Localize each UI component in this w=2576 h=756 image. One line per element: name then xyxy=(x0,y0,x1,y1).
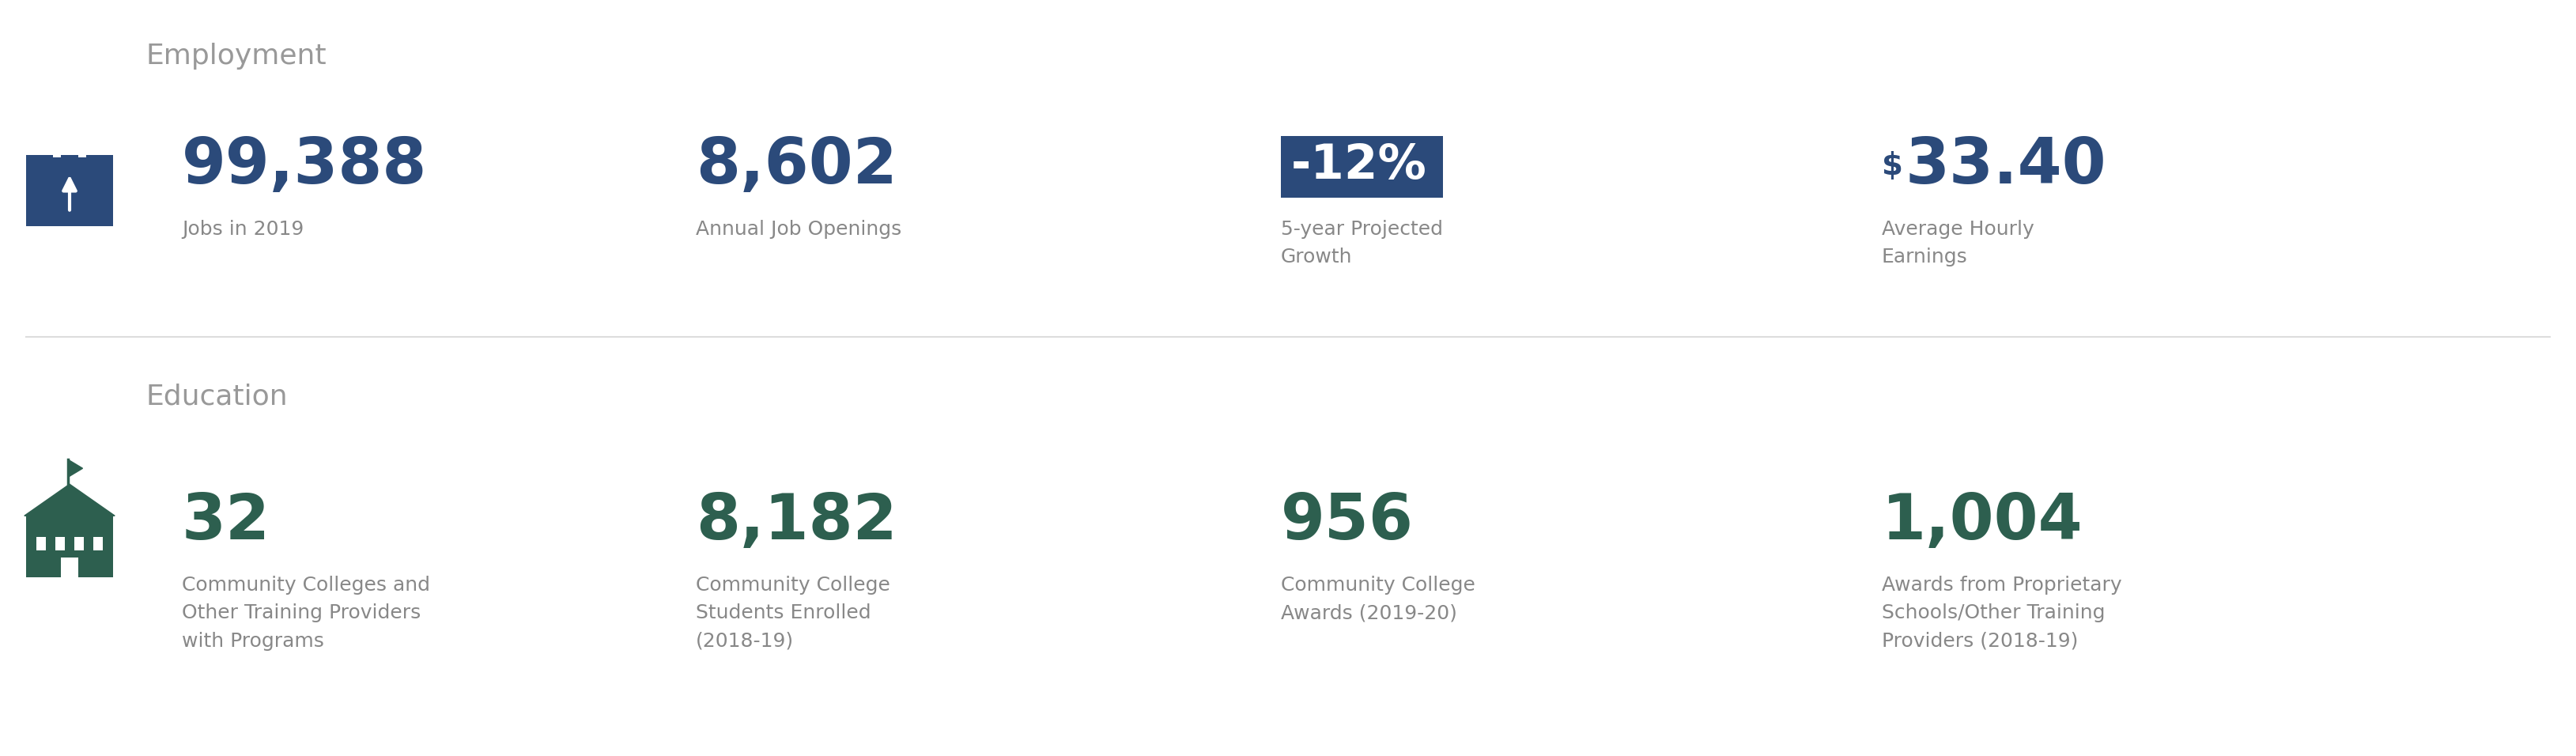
Text: 8,182: 8,182 xyxy=(696,491,896,553)
Text: 33.40: 33.40 xyxy=(1906,135,2107,197)
Bar xyxy=(93,537,103,550)
Text: Community College
Awards (2019-20): Community College Awards (2019-20) xyxy=(1280,576,1476,623)
Text: 99,388: 99,388 xyxy=(183,135,428,197)
Text: $: $ xyxy=(1883,151,1904,181)
Bar xyxy=(54,537,64,550)
Bar xyxy=(54,129,62,157)
Text: Annual Job Openings: Annual Job Openings xyxy=(696,220,902,239)
Text: Employment: Employment xyxy=(147,42,327,70)
Text: 1,004: 1,004 xyxy=(1883,491,2084,553)
Bar xyxy=(26,516,113,577)
Text: -12%: -12% xyxy=(1291,142,1427,189)
Polygon shape xyxy=(67,460,82,477)
Text: 956: 956 xyxy=(1280,491,1414,553)
Text: 8,602: 8,602 xyxy=(696,135,896,197)
Bar xyxy=(26,155,113,226)
Text: Education: Education xyxy=(147,383,289,410)
Bar xyxy=(1280,136,1443,198)
Text: Community Colleges and
Other Training Providers
with Programs: Community Colleges and Other Training Pr… xyxy=(183,576,430,651)
Text: Average Hourly
Earnings: Average Hourly Earnings xyxy=(1883,220,2035,267)
Text: Jobs in 2019: Jobs in 2019 xyxy=(183,220,304,239)
Bar xyxy=(54,129,85,137)
Bar xyxy=(62,557,77,577)
Bar xyxy=(77,129,85,157)
Text: 5-year Projected
Growth: 5-year Projected Growth xyxy=(1280,220,1443,267)
Bar xyxy=(75,537,85,550)
Bar xyxy=(36,537,46,550)
Text: 32: 32 xyxy=(183,491,270,553)
Text: Awards from Proprietary
Schools/Other Training
Providers (2018-19): Awards from Proprietary Schools/Other Tr… xyxy=(1883,576,2123,651)
Polygon shape xyxy=(23,484,116,516)
Text: Community College
Students Enrolled
(2018-19): Community College Students Enrolled (201… xyxy=(696,576,891,651)
